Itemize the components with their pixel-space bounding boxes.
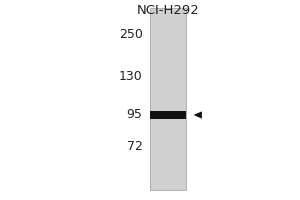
Text: NCI-H292: NCI-H292 [136, 4, 200, 17]
Bar [150, 111, 186, 119]
Text: 72: 72 [127, 140, 142, 154]
Text: 130: 130 [119, 70, 142, 82]
Text: 250: 250 [118, 27, 142, 40]
Bar [150, 8, 186, 190]
Polygon shape [194, 111, 202, 119]
Text: 95: 95 [127, 108, 142, 121]
